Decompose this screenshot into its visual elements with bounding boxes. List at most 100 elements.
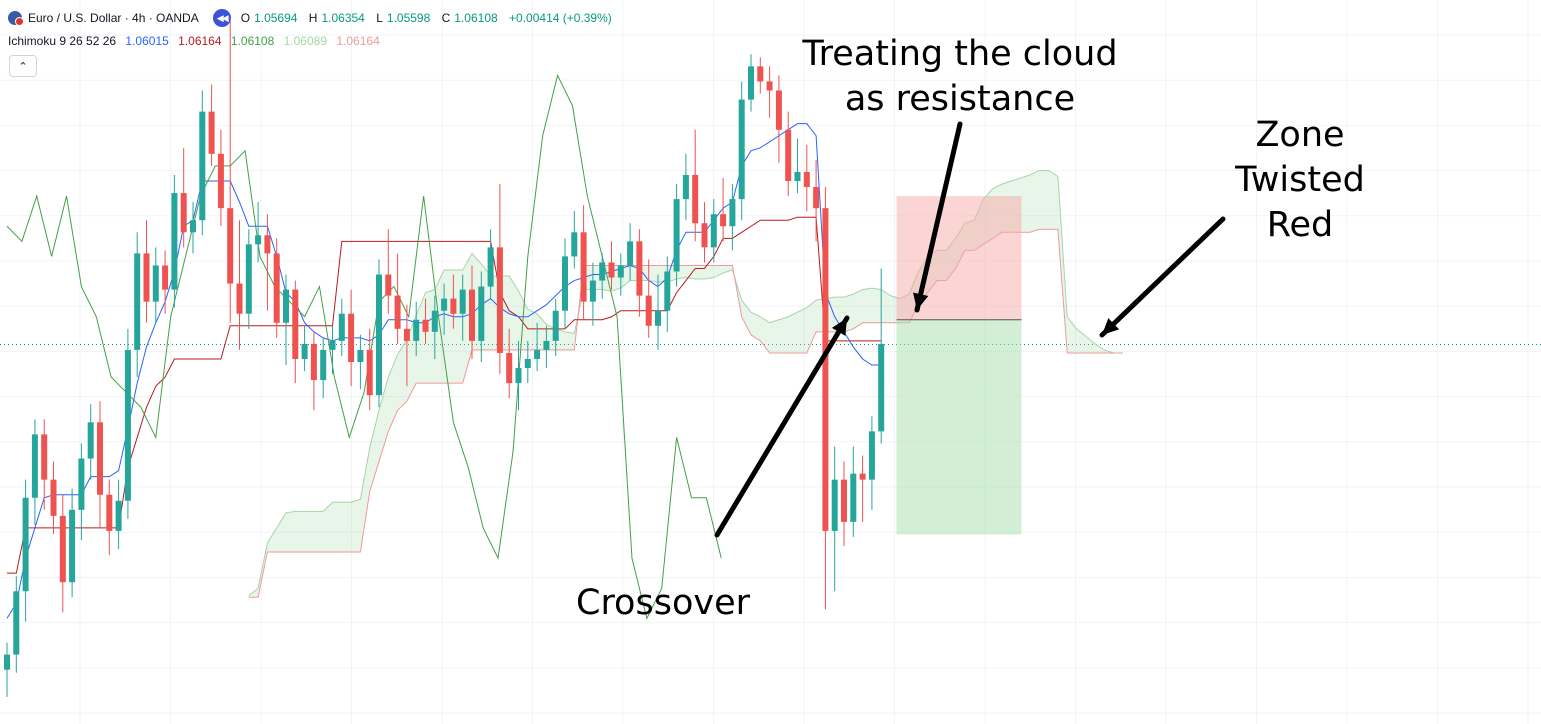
candle-body bbox=[245, 244, 252, 314]
candle bbox=[813, 159, 820, 242]
symbol-title[interactable]: Euro / U.S. Dollar · 4h · OANDA bbox=[28, 11, 199, 25]
candle bbox=[106, 479, 113, 556]
candle bbox=[152, 247, 159, 323]
candle-body bbox=[255, 235, 262, 245]
candle bbox=[599, 253, 606, 299]
indicator-legend[interactable]: Ichimoku 9 26 52 26 1.06015 1.06164 1.06… bbox=[8, 34, 386, 48]
candle-body bbox=[190, 220, 196, 233]
candle-body bbox=[878, 343, 885, 432]
candle bbox=[59, 494, 66, 613]
candle-body bbox=[78, 458, 85, 510]
candle-body bbox=[729, 199, 736, 227]
candle bbox=[171, 174, 178, 308]
candle-body bbox=[320, 349, 327, 381]
candle bbox=[357, 334, 364, 390]
candle-body bbox=[617, 265, 624, 278]
candle-body bbox=[655, 310, 661, 326]
candle bbox=[13, 576, 20, 673]
candle bbox=[264, 214, 271, 311]
candle-body bbox=[87, 422, 94, 459]
arrow-cloud-resistance-shaft bbox=[914, 121, 963, 313]
candle-body bbox=[701, 223, 708, 248]
candle bbox=[403, 304, 410, 387]
candle bbox=[524, 340, 531, 384]
candle-body bbox=[478, 286, 485, 341]
candle-body bbox=[69, 509, 76, 583]
candle bbox=[785, 111, 792, 197]
candle bbox=[738, 81, 745, 221]
candle bbox=[543, 325, 550, 369]
candle-body bbox=[264, 235, 271, 254]
collapse-legend-button[interactable]: ⌃ bbox=[9, 55, 37, 77]
candle bbox=[143, 220, 150, 323]
candle bbox=[97, 401, 103, 528]
indicator-value-chikou: 1.06108 bbox=[230, 34, 275, 48]
currency-flag-icon[interactable] bbox=[8, 11, 24, 26]
candle bbox=[310, 331, 317, 411]
candle-body bbox=[469, 289, 475, 341]
candle bbox=[41, 419, 48, 510]
candle bbox=[320, 337, 327, 399]
candle-body bbox=[459, 289, 466, 314]
candle bbox=[562, 238, 568, 329]
candle-body bbox=[534, 349, 541, 359]
candle bbox=[78, 443, 85, 540]
candle bbox=[273, 238, 280, 338]
candle bbox=[496, 184, 503, 375]
candle bbox=[589, 262, 596, 326]
candle bbox=[199, 90, 206, 236]
candle-body bbox=[199, 111, 206, 221]
candle bbox=[478, 271, 485, 362]
candle bbox=[571, 211, 578, 269]
candle bbox=[115, 479, 122, 550]
candle-body bbox=[59, 515, 66, 583]
candle-body bbox=[208, 111, 215, 154]
candle-body bbox=[217, 153, 224, 209]
high-value: 1.06354 bbox=[321, 11, 365, 25]
candle-body bbox=[720, 214, 727, 227]
candle-body bbox=[794, 171, 801, 181]
candle-body bbox=[859, 473, 866, 480]
candle-body bbox=[710, 214, 717, 248]
indicator-value-senkou-a: 1.06089 bbox=[283, 34, 328, 48]
candle bbox=[831, 446, 838, 592]
candle-body bbox=[385, 274, 392, 296]
candle-body bbox=[608, 262, 615, 278]
candle-body bbox=[496, 247, 503, 353]
candle bbox=[636, 229, 643, 317]
candle-body bbox=[841, 479, 847, 522]
candle-body bbox=[785, 129, 792, 181]
candle bbox=[441, 283, 448, 335]
candle bbox=[227, 21, 234, 323]
candle-body bbox=[589, 280, 596, 302]
candle bbox=[283, 274, 289, 366]
candle bbox=[729, 184, 736, 251]
candle-body bbox=[31, 434, 38, 498]
candle-body bbox=[50, 479, 57, 516]
candle-body bbox=[850, 473, 857, 522]
rewind-icon[interactable]: ◀◀ bbox=[212, 9, 231, 27]
candle bbox=[236, 220, 243, 350]
candle bbox=[645, 259, 652, 338]
arrow-cloud-resistance-head bbox=[913, 292, 929, 310]
candle bbox=[701, 202, 708, 263]
candle bbox=[487, 229, 494, 299]
candle-body bbox=[413, 319, 420, 341]
annotation-zone-twisted: Zone Twisted Red bbox=[1235, 115, 1365, 245]
candle bbox=[366, 328, 373, 411]
candle bbox=[329, 325, 336, 375]
candle bbox=[710, 199, 717, 263]
candle-body bbox=[506, 352, 513, 384]
candle-body bbox=[552, 310, 559, 341]
candle-body bbox=[124, 349, 131, 501]
candle bbox=[162, 250, 169, 314]
candle-body bbox=[403, 328, 410, 341]
low-value: 1.05598 bbox=[386, 11, 431, 25]
candle bbox=[180, 147, 187, 248]
candle bbox=[431, 295, 438, 359]
candle-body bbox=[171, 193, 178, 290]
candle bbox=[385, 229, 392, 314]
candle-body bbox=[106, 494, 113, 531]
